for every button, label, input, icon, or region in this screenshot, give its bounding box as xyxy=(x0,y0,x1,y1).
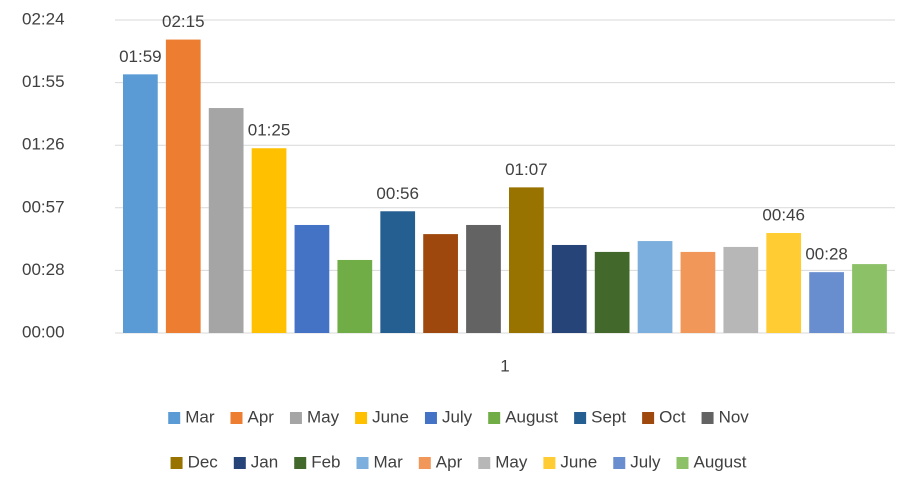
legend-label: Oct xyxy=(659,407,686,426)
y-tick-label: 02:24 xyxy=(22,9,65,28)
legend-label: Mar xyxy=(374,452,404,471)
bar xyxy=(723,246,759,333)
legend-label: May xyxy=(495,452,528,471)
legend-swatch xyxy=(488,412,501,424)
bar xyxy=(337,259,373,333)
legend-swatch xyxy=(478,457,491,469)
legend-label: May xyxy=(307,407,340,426)
data-label: 01:59 xyxy=(119,47,162,66)
legend-label: Dec xyxy=(188,452,219,471)
bar xyxy=(509,187,544,333)
legend-swatch xyxy=(294,457,307,469)
bar xyxy=(294,224,330,333)
legend-swatch xyxy=(574,412,587,424)
legend-label: June xyxy=(372,407,409,426)
legend-swatch xyxy=(613,457,626,469)
legend-swatch xyxy=(230,412,243,424)
y-tick-label: 01:55 xyxy=(22,72,65,91)
bar xyxy=(208,108,244,333)
bar xyxy=(165,39,201,333)
bar xyxy=(380,211,416,333)
legend-swatch xyxy=(676,457,689,469)
legend-label: Mar xyxy=(185,407,215,426)
bar xyxy=(594,251,630,333)
legend-swatch xyxy=(418,457,431,469)
legend-swatch xyxy=(168,412,181,424)
x-tick-label: 1 xyxy=(500,356,509,375)
data-label: 00:46 xyxy=(762,205,805,224)
legend-swatch xyxy=(289,412,302,424)
legend-label: July xyxy=(630,452,661,471)
data-label: 01:25 xyxy=(248,121,291,140)
legend-label: Feb xyxy=(311,452,340,471)
legend-swatch xyxy=(543,457,556,469)
legend-label: August xyxy=(694,452,747,471)
legend-label: July xyxy=(442,407,473,426)
bar xyxy=(766,233,802,333)
legend-swatch xyxy=(701,412,714,424)
y-tick-label: 01:26 xyxy=(22,135,65,154)
data-label: 01:07 xyxy=(505,160,548,179)
y-tick-label: 00:28 xyxy=(22,260,65,279)
data-label: 00:28 xyxy=(805,245,848,264)
legend-label: Jan xyxy=(251,452,278,471)
bar xyxy=(466,224,501,333)
y-tick-label: 00:57 xyxy=(22,197,65,216)
legend-swatch xyxy=(355,412,368,424)
bar xyxy=(123,74,158,334)
legend-label: Apr xyxy=(247,407,274,426)
bar xyxy=(637,241,673,333)
y-tick-label: 00:00 xyxy=(22,322,65,341)
legend-label: Apr xyxy=(436,452,463,471)
legend-label: Nov xyxy=(719,407,750,426)
bar xyxy=(251,148,287,333)
legend-label: June xyxy=(560,452,597,471)
legend-swatch xyxy=(642,412,655,424)
legend-swatch xyxy=(233,457,246,469)
legend-label: Sept xyxy=(591,407,626,426)
data-label: 00:56 xyxy=(376,184,419,203)
bar xyxy=(809,272,844,333)
bar xyxy=(680,251,716,333)
legend-swatch xyxy=(356,457,369,469)
bar xyxy=(423,234,458,333)
bar xyxy=(852,264,887,333)
legend-swatch xyxy=(424,412,437,424)
legend-swatch xyxy=(170,457,183,469)
bar xyxy=(551,244,587,333)
legend-label: August xyxy=(505,407,558,426)
data-label: 02:15 xyxy=(162,12,205,31)
